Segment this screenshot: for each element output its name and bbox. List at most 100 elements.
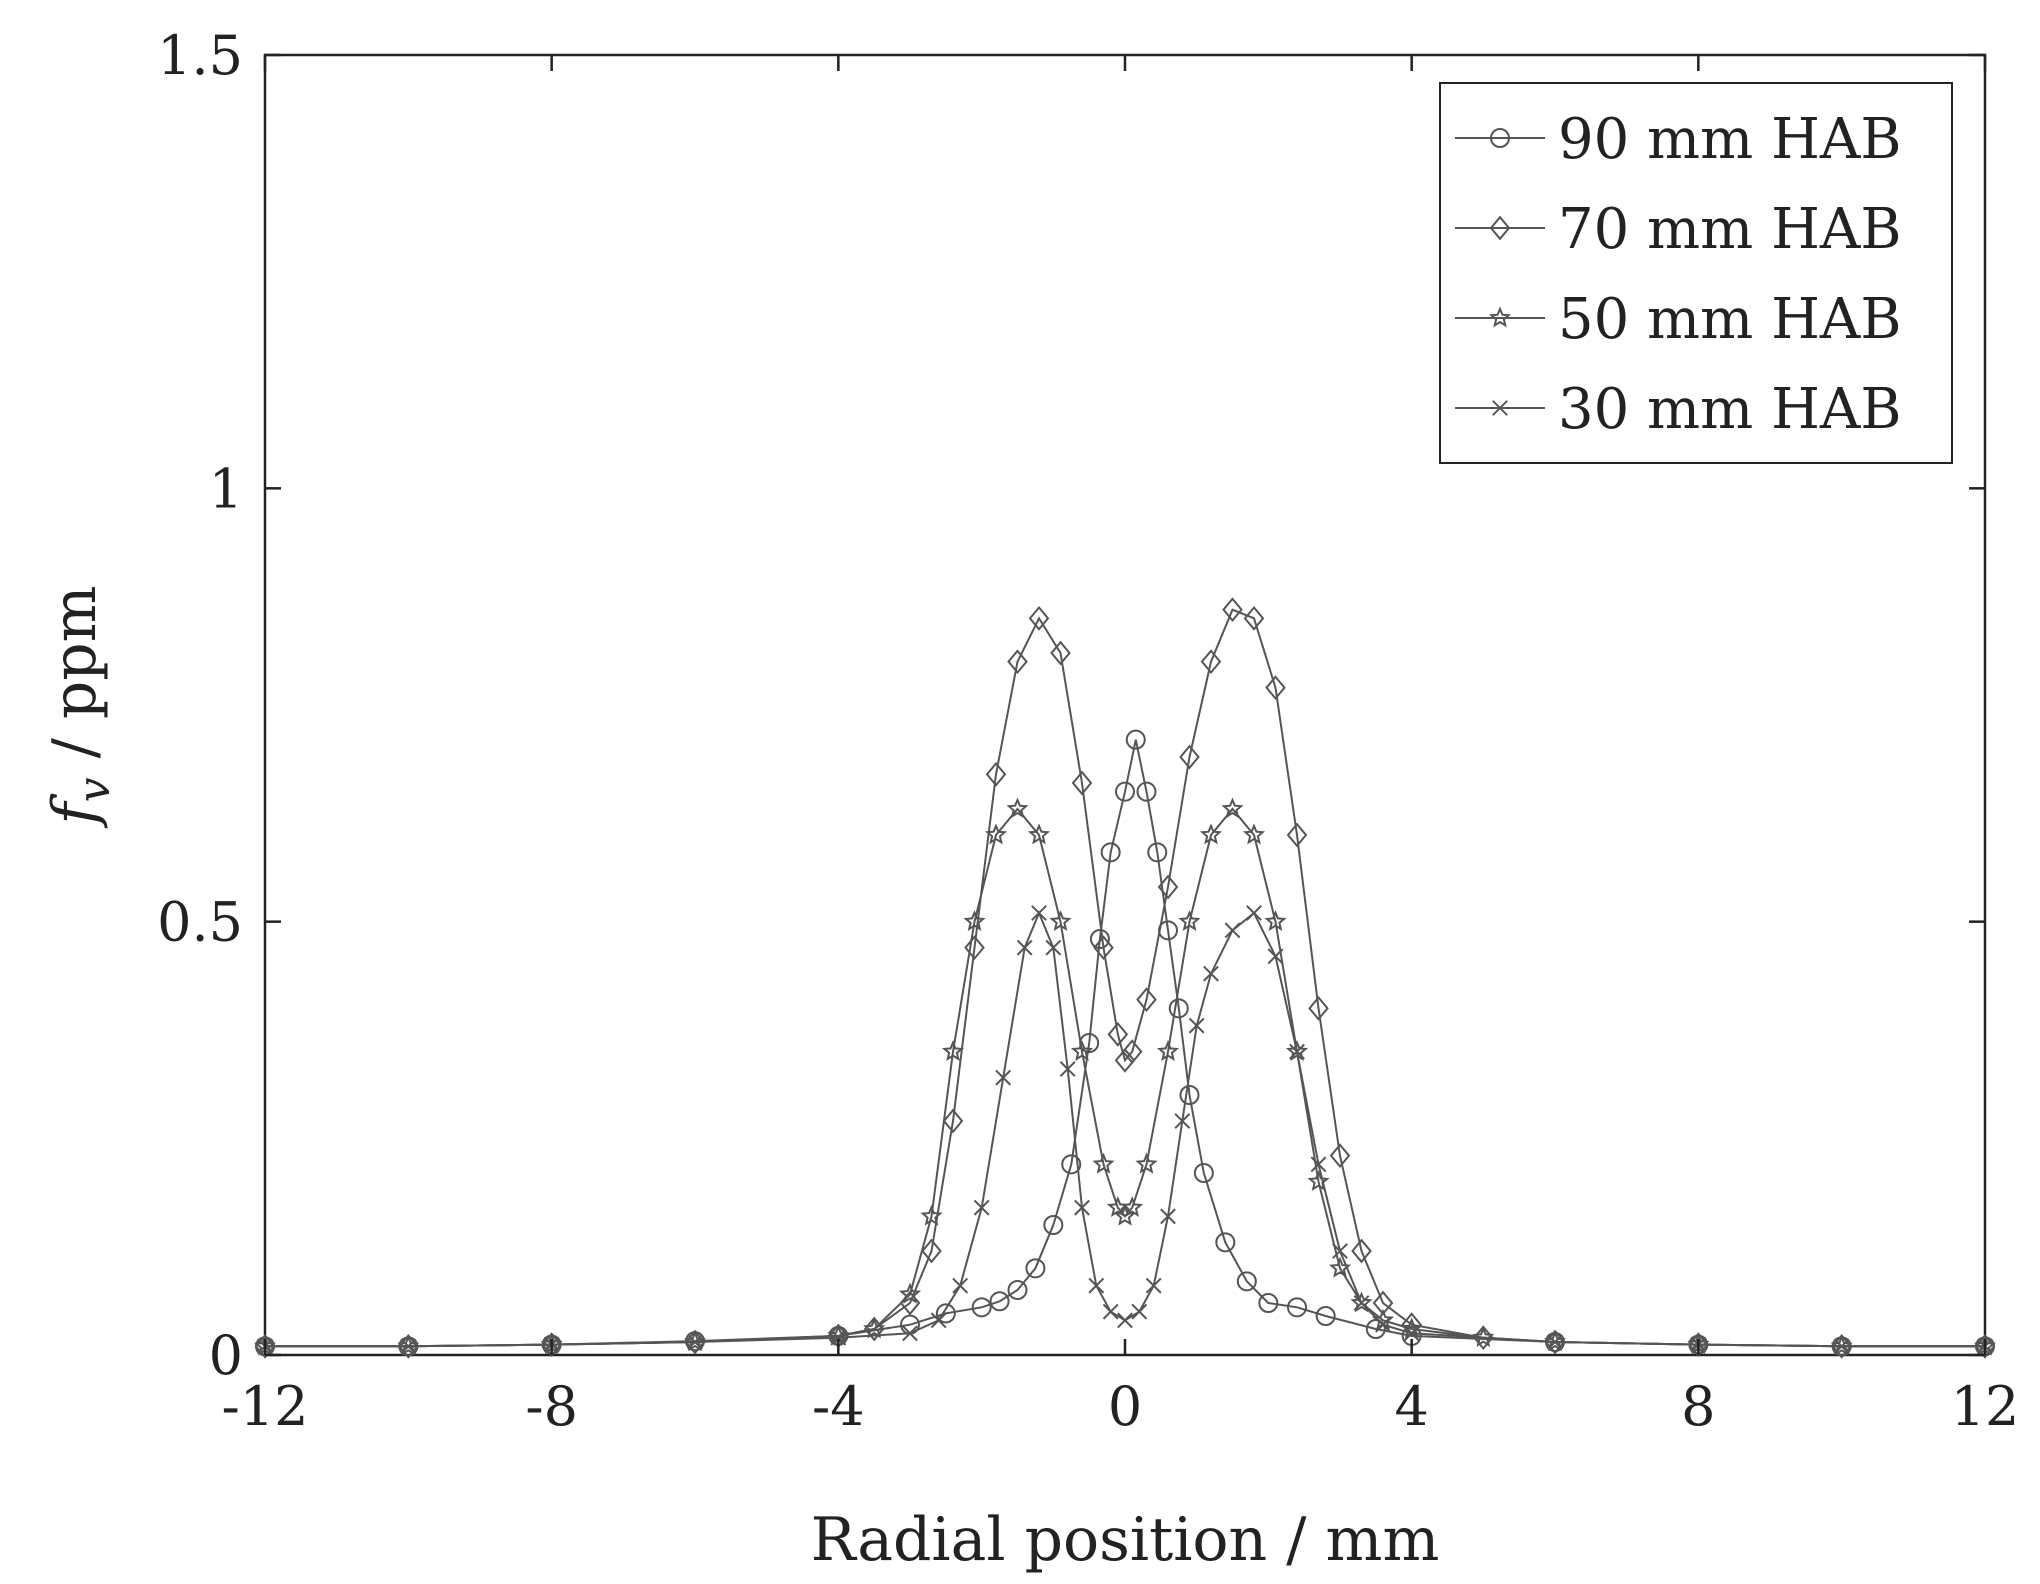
y-tick-label: 0 [209, 1324, 243, 1387]
data-point [1350, 1291, 1373, 1313]
data-point [1401, 1312, 1422, 1338]
data-point [1113, 1204, 1137, 1226]
data-point [963, 910, 986, 931]
data-point [930, 1312, 947, 1329]
data-point [1243, 605, 1265, 631]
data-point [1025, 1258, 1046, 1279]
series-line-50-mm-hab [265, 807, 1985, 1348]
series-line-70-mm-hab [265, 608, 1985, 1348]
data-point [1136, 781, 1157, 802]
data-point [898, 1282, 922, 1304]
legend-label: 50 mm HAB [1558, 287, 1902, 352]
data-point [683, 1330, 707, 1352]
data-point [1543, 1330, 1567, 1352]
data-point [1156, 1040, 1180, 1061]
data-point [1074, 1199, 1090, 1216]
data-point [1193, 1163, 1214, 1183]
y-axis-title-sub: v [69, 777, 120, 802]
data-point [942, 1108, 964, 1134]
data-point [1199, 823, 1223, 845]
data-point [1070, 1040, 1094, 1061]
data-point [1351, 1238, 1372, 1264]
series-layer [253, 597, 1997, 1359]
data-point [921, 1238, 942, 1264]
x-tick-label: 0 [1108, 1375, 1142, 1438]
data-point [1830, 1334, 1853, 1356]
data-point [1188, 1017, 1205, 1034]
data-point [1179, 1085, 1200, 1105]
data-point [1027, 823, 1051, 845]
x-tick-label: 12 [1951, 1375, 2020, 1438]
x-tick-label: 4 [1394, 1375, 1428, 1438]
data-point [1049, 910, 1072, 931]
data-point [971, 1297, 992, 1318]
y-axis-title: fv / ppm [40, 585, 120, 828]
y-tick-label: 1.5 [157, 24, 243, 87]
series-line-90-mm-hab [265, 739, 1985, 1348]
data-point [902, 1325, 918, 1342]
data-point [1028, 605, 1050, 631]
data-point [1286, 822, 1308, 848]
data-point [1267, 948, 1284, 965]
x-axis-title: Radial position / mm [811, 1505, 1440, 1575]
data-point [941, 1040, 965, 1061]
data-point [1246, 905, 1262, 921]
data-point [1315, 1306, 1336, 1326]
data-point [1353, 1295, 1370, 1311]
data-point [1264, 910, 1287, 931]
data-point [1179, 744, 1200, 770]
data-point [1833, 1338, 1850, 1355]
data-point [1016, 939, 1033, 956]
data-point [1093, 935, 1114, 961]
data-point [1375, 1316, 1391, 1333]
legend-item-90-mm-hab: 90 mm HAB [1455, 107, 1902, 172]
legend-marker [1490, 128, 1510, 148]
legend-marker [1489, 215, 1511, 241]
data-point [1125, 729, 1146, 750]
y-tick-label: 0.5 [157, 891, 243, 954]
data-point [1107, 1021, 1129, 1047]
data-point [1006, 797, 1029, 819]
data-point [1224, 922, 1241, 939]
data-point [1308, 995, 1329, 1021]
data-point [1045, 939, 1062, 956]
data-point [1102, 1303, 1119, 1320]
data-point [1242, 823, 1266, 845]
data-point [1145, 1277, 1162, 1294]
legend-label: 90 mm HAB [1558, 107, 1902, 172]
legend-item-30-mm-hab: 30 mm HAB [1455, 377, 1902, 442]
data-point [1215, 1232, 1236, 1253]
data-point [1071, 770, 1093, 796]
data-point [964, 935, 985, 961]
data-point [397, 1334, 420, 1356]
legend-item-50-mm-hab: 50 mm HAB [1455, 287, 1902, 352]
data-point [1174, 1113, 1191, 1129]
data-point [1221, 797, 1244, 819]
legend-marker [1492, 400, 1508, 416]
data-point [1168, 998, 1189, 1019]
data-point [863, 1317, 886, 1339]
data-point [1307, 1170, 1330, 1191]
x-tick-label: 8 [1681, 1375, 1715, 1438]
legend-item-70-mm-hab: 70 mm HAB [1455, 197, 1902, 262]
data-point [1200, 649, 1222, 675]
y-tick-label: 1 [209, 457, 243, 520]
data-point [1332, 1243, 1348, 1259]
data-point [1547, 1334, 1563, 1350]
data-point [1258, 1293, 1279, 1313]
legend: 90 mm HAB 70 mm HAB 50 mm HAB 30 mm HAB [1439, 82, 1953, 464]
data-point [1329, 1143, 1351, 1169]
data-point [1121, 1039, 1143, 1065]
data-point [1178, 910, 1201, 931]
data-point [1117, 1312, 1133, 1329]
data-point [1236, 1271, 1257, 1292]
data-point [1265, 675, 1286, 701]
data-point [1289, 1043, 1305, 1060]
data-point [1472, 1326, 1495, 1348]
data-point [952, 1277, 969, 1294]
x-tick-label: -8 [525, 1375, 578, 1438]
data-point [985, 761, 1007, 787]
data-point [1135, 1152, 1158, 1174]
data-point [1222, 597, 1243, 623]
